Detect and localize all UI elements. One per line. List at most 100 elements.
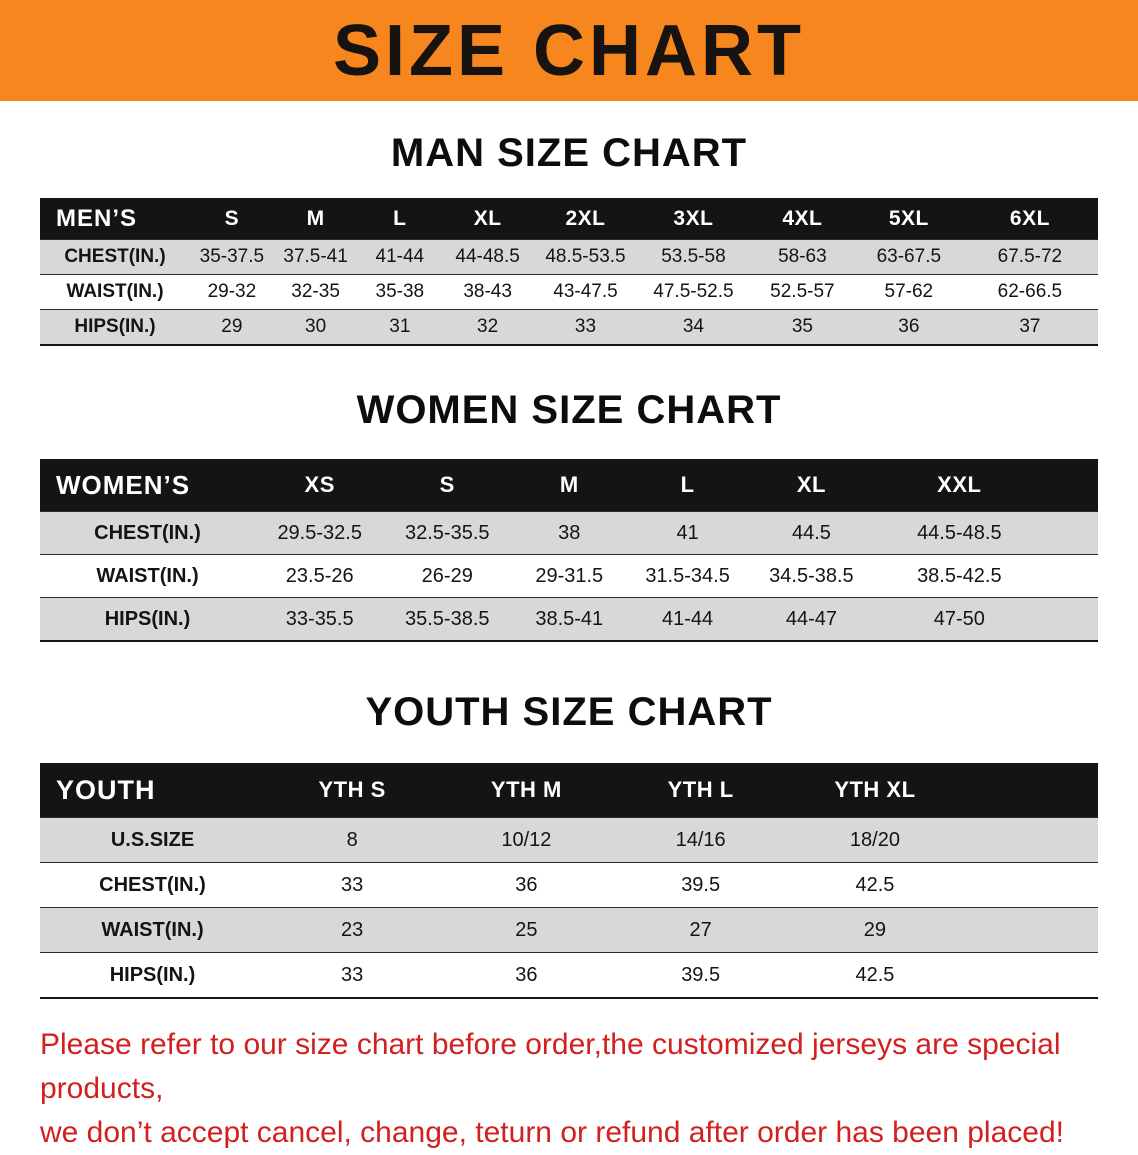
size-value: 41-44 bbox=[662, 607, 714, 630]
footer-notice: Please refer to our size chart before or… bbox=[40, 1023, 1098, 1155]
size-value: 29.5-32.5 bbox=[277, 521, 362, 544]
measurement-row: CHEST(IN.) 33 36 39.5 42.5 bbox=[40, 862, 1098, 907]
size-value: 37.5-41 bbox=[283, 246, 348, 267]
size-value: 57-62 bbox=[884, 281, 934, 302]
size-value: 36 bbox=[515, 873, 538, 896]
size-column-header: M bbox=[559, 472, 579, 497]
size-value: 26-29 bbox=[421, 564, 473, 587]
size-value: 29-32 bbox=[207, 281, 257, 302]
size-column-header: XXL bbox=[937, 472, 982, 497]
size-value: 39.5 bbox=[681, 873, 721, 896]
row-spacer bbox=[1043, 598, 1098, 640]
row-spacer bbox=[962, 863, 1098, 907]
size-column-header: YTH L bbox=[667, 777, 734, 802]
measurement-row: HIPS(IN.) 29 30 31 32 33 34 35 36 37 bbox=[40, 309, 1098, 344]
size-value: 27 bbox=[689, 918, 712, 941]
size-value: 43-47.5 bbox=[553, 281, 618, 302]
size-value: 41 bbox=[676, 521, 699, 544]
men-section-title: MAN SIZE CHART bbox=[390, 131, 748, 175]
row-label: CHEST(IN.) bbox=[94, 521, 201, 544]
size-value: 44-47 bbox=[785, 607, 838, 630]
row-label: HIPS(IN.) bbox=[74, 316, 156, 337]
measurement-row: CHEST(IN.) 29.5-32.5 32.5-35.5 38 41 44.5 44.5… bbox=[40, 511, 1098, 554]
size-value: 34.5-38.5 bbox=[769, 564, 854, 587]
measurement-row: WAIST(IN.) 23 25 27 29 bbox=[40, 907, 1098, 952]
row-label: HIPS(IN.) bbox=[109, 963, 196, 986]
row-label: WAIST(IN.) bbox=[66, 281, 164, 302]
size-column-header: 4XL bbox=[782, 206, 823, 230]
size-value: 37 bbox=[1019, 316, 1041, 337]
section-women: WOMEN SIZE CHART WOMEN’S XS S M L XL XXL CHEST(… bbox=[0, 388, 1138, 642]
size-value: 25 bbox=[515, 918, 538, 941]
size-value: 47-50 bbox=[933, 607, 985, 630]
section-youth: YOUTH SIZE CHART YOUTH YTH S YTH M YTH L YTH… bbox=[0, 690, 1138, 999]
table-header-row: WOMEN’S XS S M L XL XXL bbox=[40, 459, 1098, 511]
size-value: 41-44 bbox=[375, 246, 425, 267]
youth-size-table: YOUTH YTH S YTH M YTH L YTH XL U.S.SIZE 8 10/12… bbox=[40, 763, 1098, 999]
size-value: 29 bbox=[221, 316, 243, 337]
size-column-header: M bbox=[306, 206, 325, 230]
size-value: 58-63 bbox=[778, 246, 827, 267]
size-column-header: 6XL bbox=[1009, 206, 1050, 230]
row-label: WAIST(IN.) bbox=[96, 564, 199, 587]
size-value: 32-35 bbox=[291, 281, 340, 302]
size-value: 38.5-42.5 bbox=[917, 564, 1002, 587]
measurement-row: WAIST(IN.) 29-32 32-35 35-38 38-43 43-47.5 47.… bbox=[40, 274, 1098, 309]
size-value: 29-31.5 bbox=[535, 564, 604, 587]
size-value: 38 bbox=[558, 521, 581, 544]
size-value: 44.5 bbox=[791, 521, 831, 544]
size-value: 34 bbox=[682, 316, 704, 337]
size-value: 62-66.5 bbox=[997, 281, 1063, 302]
row-label: U.S.SIZE bbox=[110, 828, 195, 851]
measurement-row: CHEST(IN.) 35-37.5 37.5-41 41-44 44-48.5 48.5… bbox=[40, 239, 1098, 274]
row-label: CHEST(IN.) bbox=[64, 246, 166, 267]
row-spacer bbox=[1043, 555, 1098, 597]
size-value: 42.5 bbox=[855, 873, 895, 896]
table-header-row: MEN’S S M L XL 2XL 3XL 4XL 5XL 6XL bbox=[40, 198, 1098, 239]
size-value: 63-67.5 bbox=[876, 246, 942, 267]
row-spacer bbox=[962, 953, 1098, 997]
size-value: 38.5-41 bbox=[535, 607, 604, 630]
size-column-header: XS bbox=[304, 472, 335, 497]
size-value: 23.5-26 bbox=[285, 564, 354, 587]
size-column-header: YTH M bbox=[490, 777, 562, 802]
banner: SIZE CHART bbox=[0, 0, 1138, 101]
size-value: 31.5-34.5 bbox=[645, 564, 730, 587]
size-column-header: YTH XL bbox=[834, 777, 916, 802]
size-value: 33 bbox=[574, 316, 597, 337]
table-header-label: YOUTH bbox=[56, 774, 156, 805]
size-value: 29 bbox=[863, 918, 887, 941]
size-value: 30 bbox=[305, 316, 327, 337]
row-spacer bbox=[1043, 512, 1098, 554]
size-value: 33-35.5 bbox=[285, 607, 354, 630]
header-spacer bbox=[1043, 459, 1098, 511]
size-value: 44-48.5 bbox=[455, 246, 520, 267]
size-value: 33 bbox=[341, 963, 364, 986]
size-column-header: 2XL bbox=[565, 206, 606, 230]
measurement-row: U.S.SIZE 8 10/12 14/16 18/20 bbox=[40, 817, 1098, 862]
row-label: CHEST(IN.) bbox=[99, 873, 206, 896]
size-value: 44.5-48.5 bbox=[917, 521, 1002, 544]
size-value: 39.5 bbox=[681, 963, 721, 986]
section-men: MAN SIZE CHART MEN’S S M L XL 2XL 3XL 4XL 5XL 6XL… bbox=[0, 131, 1138, 346]
size-column-header: 3XL bbox=[673, 206, 714, 230]
size-value: 14/16 bbox=[675, 828, 726, 851]
size-value: 36 bbox=[898, 316, 920, 337]
size-value: 8 bbox=[346, 828, 358, 851]
size-value: 35 bbox=[791, 316, 813, 337]
page-title: SIZE CHART bbox=[333, 10, 805, 91]
row-spacer bbox=[962, 908, 1098, 952]
size-value: 38-43 bbox=[463, 281, 512, 302]
size-column-header: 5XL bbox=[888, 206, 929, 230]
size-value: 18/20 bbox=[849, 828, 900, 851]
row-spacer bbox=[962, 818, 1098, 862]
size-value: 47.5-52.5 bbox=[653, 281, 734, 302]
measurement-row: WAIST(IN.) 23.5-26 26-29 29-31.5 31.5-34.5 34… bbox=[40, 554, 1098, 597]
size-value: 23 bbox=[341, 918, 364, 941]
size-value: 67.5-72 bbox=[997, 246, 1063, 267]
header-spacer bbox=[962, 763, 1098, 817]
size-value: 32.5-35.5 bbox=[405, 521, 490, 544]
women-size-table: WOMEN’S XS S M L XL XXL CHEST(IN.) 29.5-32.5 32.5… bbox=[40, 459, 1098, 642]
men-size-table: MEN’S S M L XL 2XL 3XL 4XL 5XL 6XL CHEST(IN.) 35-37… bbox=[40, 198, 1098, 346]
